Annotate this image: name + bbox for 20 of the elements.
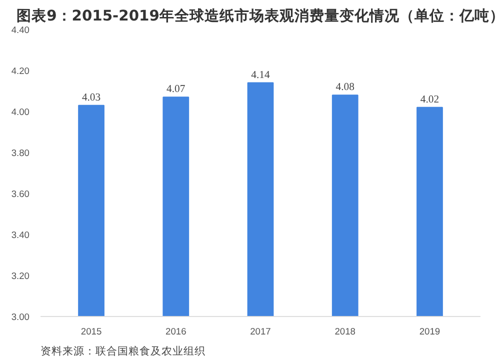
x-tick-label: 2016 (166, 326, 186, 336)
y-tick-label: 4.20 (11, 66, 30, 76)
y-tick-label: 3.00 (11, 312, 30, 322)
x-tick-label: 2015 (80, 326, 102, 336)
data-label: 4.03 (82, 92, 101, 104)
data-label: 4.08 (336, 82, 354, 94)
y-tick-label: 4.40 (11, 25, 30, 35)
data-label: 4.07 (166, 84, 186, 96)
y-tick-label: 3.60 (11, 189, 30, 199)
text: 资料来源：联合国粮食及农业组织 (40, 344, 206, 358)
y-tick-label: 4.00 (11, 107, 30, 117)
x-tick-label: 2019 (419, 326, 440, 336)
data-label: 4.02 (420, 94, 440, 106)
chart-title: 图表9：2015-2019年全球造纸市场表观消费量变化情况（单位：亿吨） (16, 6, 500, 24)
y-tick-label: 3.40 (11, 230, 30, 240)
y-tick-label: 3.20 (11, 271, 30, 281)
x-tick-label: 2018 (334, 326, 356, 336)
data-label: 4.14 (251, 70, 270, 81)
y-tick-label: 3.80 (11, 148, 30, 158)
x-tick-label: 2017 (250, 326, 271, 336)
